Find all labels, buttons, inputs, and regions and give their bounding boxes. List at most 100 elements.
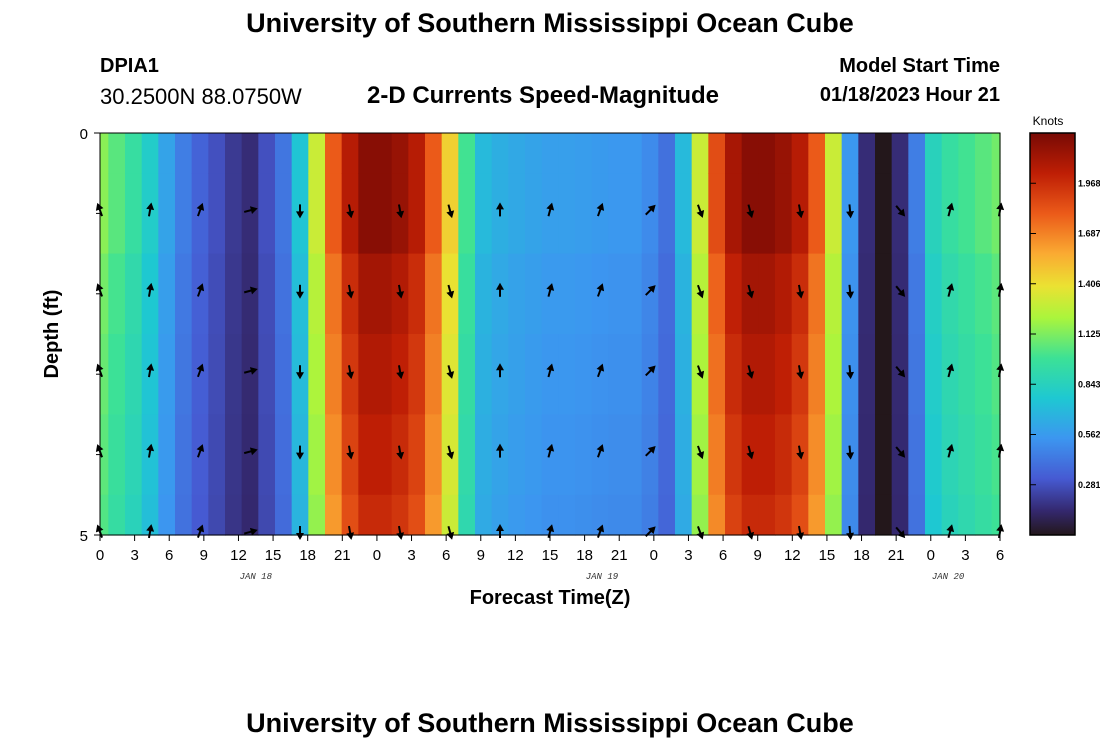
heatmap-cell	[100, 173, 109, 255]
heatmap-cell	[258, 414, 276, 496]
heatmap-cell	[575, 334, 593, 415]
current-vector-arrow	[346, 445, 355, 460]
day-label: JAN 18	[240, 572, 273, 582]
heatmap-cell	[108, 253, 126, 335]
heatmap-cell	[941, 494, 959, 536]
heatmap-cell	[100, 133, 109, 174]
colorbar: Knots 0.28125 0.56250 0.84375 1.12500 1.4062…	[1029, 114, 1100, 536]
heatmap-cell	[825, 253, 843, 335]
y-axis: 05	[80, 126, 100, 545]
current-vector-arrow	[243, 286, 258, 295]
heatmap-cell	[191, 334, 209, 415]
heatmap-cell	[608, 133, 626, 174]
heatmap-cell	[475, 133, 493, 174]
heatmap-cell	[191, 133, 209, 174]
heatmap-cell	[208, 334, 226, 415]
heatmap-cell	[241, 253, 259, 335]
heatmap-cell	[125, 414, 143, 496]
heatmap-cell	[475, 494, 493, 536]
heatmap-cell	[225, 133, 243, 174]
heatmap-cell	[875, 414, 893, 496]
heatmap-cell	[758, 414, 776, 496]
heatmap-cell	[225, 334, 243, 415]
heatmap-cell	[325, 494, 343, 536]
current-vector-arrow	[596, 363, 605, 378]
heatmap-cell	[591, 133, 609, 174]
x-tick-label: 21	[611, 547, 628, 564]
current-vectors	[95, 202, 1005, 540]
current-vector-arrow	[846, 445, 855, 460]
heatmap-cell	[675, 494, 693, 536]
heatmap-cell	[291, 494, 309, 536]
heatmap-cell	[100, 414, 109, 496]
heatmap	[100, 133, 1001, 536]
heatmap-cell	[575, 414, 593, 496]
heatmap-cell	[675, 334, 693, 415]
x-tick-label: 9	[477, 547, 485, 564]
heatmap-cell	[591, 334, 609, 415]
heatmap-cell	[575, 253, 593, 335]
heatmap-cell	[725, 494, 743, 536]
heatmap-cell	[675, 173, 693, 255]
current-vector-arrow	[796, 525, 805, 540]
current-vector-arrow	[895, 446, 906, 458]
current-vector-arrow	[243, 527, 258, 536]
current-vector-arrow	[146, 363, 155, 378]
heatmap-cell	[425, 494, 443, 536]
heatmap-cell	[941, 173, 959, 255]
heatmap-cell	[491, 133, 509, 174]
current-vector-arrow	[796, 445, 805, 460]
colorbar-tick-label: 1.40625	[1078, 279, 1100, 289]
colorbar-tick-label: 1.12500	[1078, 329, 1100, 339]
heatmap-cell	[608, 253, 626, 335]
current-vector-arrow	[396, 525, 405, 540]
current-vector-arrow	[846, 204, 855, 219]
heatmap-cell	[358, 253, 376, 335]
current-vector-arrow	[895, 365, 906, 378]
heatmap-cell	[125, 173, 143, 255]
heatmap-cell	[758, 494, 776, 536]
heatmap-cell	[591, 173, 609, 255]
x-tick-label: 0	[373, 547, 381, 564]
heatmap-cell	[158, 494, 176, 536]
x-tick-label: 15	[265, 547, 282, 564]
current-vector-arrow	[895, 526, 906, 539]
heatmap-cell	[541, 173, 559, 255]
current-vector-arrow	[243, 367, 258, 375]
heatmap-cell	[408, 253, 426, 335]
heatmap-cell	[308, 494, 326, 536]
current-vector-arrow	[446, 204, 455, 219]
heatmap-cell	[975, 414, 993, 496]
current-vector-arrow	[946, 524, 955, 539]
heatmap-cell	[825, 494, 843, 536]
current-vector-arrow	[346, 525, 355, 540]
heatmap-cell	[641, 334, 659, 415]
heatmap-cell	[575, 133, 593, 174]
heatmap-cell	[708, 414, 726, 496]
current-vector-arrow	[146, 443, 155, 458]
current-vector-arrow	[946, 202, 955, 217]
heatmap-cell	[358, 133, 376, 174]
heatmap-cell	[575, 173, 593, 255]
heatmap-cell	[775, 414, 793, 496]
heatmap-cell	[525, 173, 543, 255]
heatmap-cell	[625, 414, 643, 496]
heatmap-cell	[408, 334, 426, 415]
current-vector-arrow	[895, 285, 906, 297]
heatmap-cell	[641, 494, 659, 536]
x-axis: 0 3 6 9 12 15 18 21 0 3 6 9 12 15 18 21 0 3 6 9 12 15 18 21 0 3 6 J…	[96, 535, 1004, 582]
heatmap-cell	[225, 173, 243, 255]
current-vector-arrow	[196, 363, 205, 378]
heatmap-cell	[941, 334, 959, 415]
heatmap-cell	[175, 414, 193, 496]
current-vector-arrow	[946, 363, 955, 378]
heatmap-cell	[241, 414, 259, 496]
heatmap-cell	[158, 133, 176, 174]
heatmap-cell	[191, 494, 209, 536]
heatmap-cell	[208, 414, 226, 496]
heatmap-cell	[775, 494, 793, 536]
heatmap-cell	[925, 133, 943, 174]
heatmap-cell	[100, 494, 109, 536]
heatmap-cell	[241, 173, 259, 255]
heatmap-cell	[991, 334, 1001, 415]
